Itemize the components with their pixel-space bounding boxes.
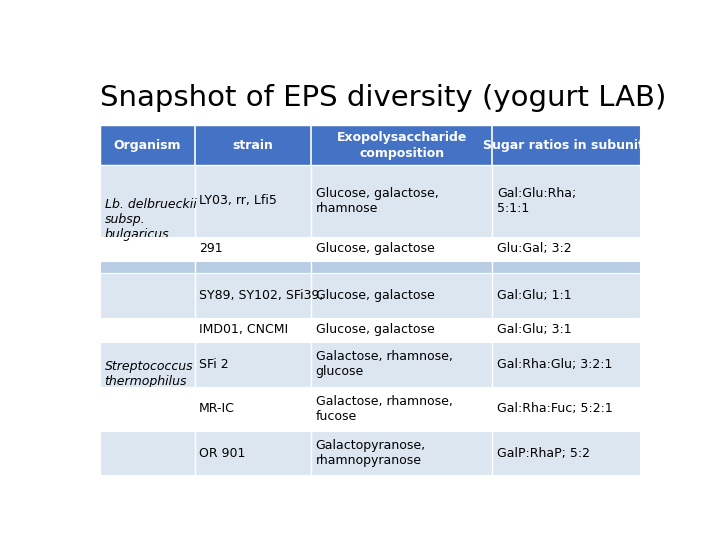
Bar [100,165,195,237]
Bar [100,342,195,387]
Bar [100,431,642,476]
Bar [100,125,642,476]
Text: Gal:Glu; 3:1: Gal:Glu; 3:1 [497,323,572,336]
Text: 291: 291 [199,242,223,255]
Text: Lb. delbrueckii
subsp.
bulgaricus: Lb. delbrueckii subsp. bulgaricus [104,198,197,241]
Bar [100,273,642,318]
Bar [100,261,642,273]
Bar [100,125,642,165]
Bar [100,261,195,273]
Text: Snapshot of EPS diversity (yogurt LAB): Snapshot of EPS diversity (yogurt LAB) [100,84,667,112]
Text: SFi 2: SFi 2 [199,358,229,371]
Text: Galactopyranose,
rhamnopyranose: Galactopyranose, rhamnopyranose [315,440,426,468]
Bar [100,273,195,318]
Text: strain: strain [233,139,274,152]
Text: Gal:Rha:Fuc; 5:2:1: Gal:Rha:Fuc; 5:2:1 [497,402,613,415]
Text: Glucose, galactose: Glucose, galactose [315,323,434,336]
Text: Gal:Rha:Glu; 3:2:1: Gal:Rha:Glu; 3:2:1 [497,358,612,371]
Text: Galactose, rhamnose,
glucose: Galactose, rhamnose, glucose [315,350,452,379]
Text: Sugar ratios in subunits: Sugar ratios in subunits [482,139,651,152]
Text: Exopolysaccharide
composition: Exopolysaccharide composition [337,131,467,160]
Text: Glu:Gal; 3:2: Glu:Gal; 3:2 [497,242,572,255]
Text: Organism: Organism [114,139,181,152]
Bar [100,318,195,342]
Text: MR-IC: MR-IC [199,402,235,415]
Bar [100,431,195,476]
Text: Glucose, galactose,
rhamnose: Glucose, galactose, rhamnose [315,187,438,215]
Bar [100,342,642,387]
Text: Streptococcus
thermophilus: Streptococcus thermophilus [104,360,193,388]
Text: GalP:RhaP; 5:2: GalP:RhaP; 5:2 [497,447,590,460]
Bar [100,165,642,237]
Text: Glucose, galactose: Glucose, galactose [315,289,434,302]
Text: Glucose, galactose: Glucose, galactose [315,242,434,255]
Bar [100,318,642,342]
Bar [100,387,195,431]
Text: Gal:Glu; 1:1: Gal:Glu; 1:1 [497,289,572,302]
Text: LY03, rr, Lfi5: LY03, rr, Lfi5 [199,194,277,207]
Text: Gal:Glu:Rha;
5:1:1: Gal:Glu:Rha; 5:1:1 [497,187,576,215]
Bar [100,387,642,431]
Text: Galactose, rhamnose,
fucose: Galactose, rhamnose, fucose [315,395,452,423]
Text: OR 901: OR 901 [199,447,246,460]
Text: IMD01, CNCMI: IMD01, CNCMI [199,323,288,336]
Text: SY89, SY102, SFi39,: SY89, SY102, SFi39, [199,289,323,302]
Bar [100,237,642,261]
Bar [100,237,195,261]
